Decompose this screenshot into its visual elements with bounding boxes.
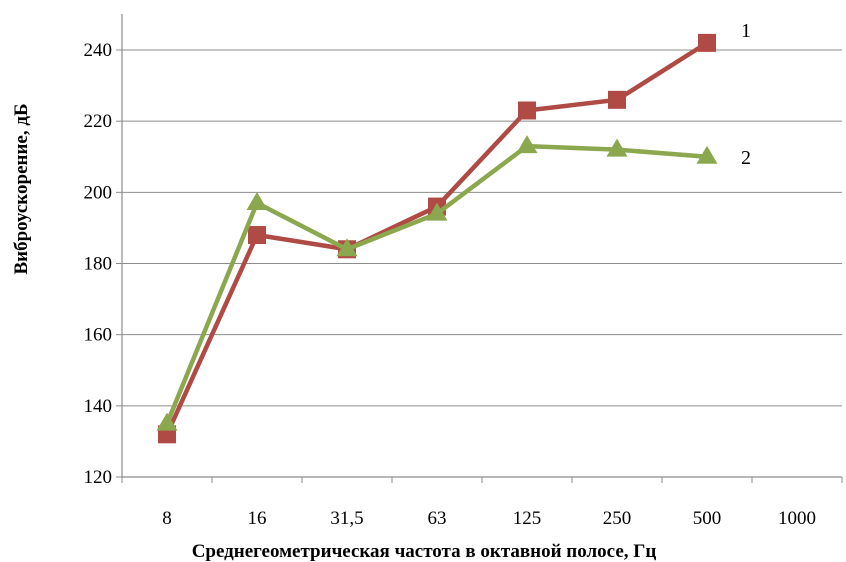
x-tick-label: 8	[162, 508, 172, 529]
series-2-point	[696, 145, 718, 164]
series-1-point	[248, 226, 266, 245]
x-tick-label: 1000	[778, 508, 816, 529]
series-line-2	[164, 143, 708, 425]
x-tick-label: 16	[248, 508, 267, 529]
series-1-point	[518, 101, 536, 120]
series-label-2: 2	[741, 147, 751, 169]
series-2-point	[606, 138, 628, 157]
series-2-point	[156, 412, 178, 431]
gridlines	[122, 49, 842, 407]
series-1-point	[698, 33, 716, 52]
y-tick-label: 200	[84, 182, 113, 203]
y-tick-label: 120	[84, 467, 113, 488]
series-labels: 12	[741, 20, 751, 169]
series-group	[156, 33, 718, 444]
y-tick-labels: 120 140 160 180 200 220 240	[84, 40, 113, 488]
x-tick-labels: 8 16 31,5 63 125 250 500 1000	[162, 508, 816, 529]
series-1-point	[608, 90, 626, 109]
series-2-point	[336, 238, 358, 257]
y-axis-title: Виброускорение, дБ	[11, 103, 32, 274]
axes	[116, 14, 843, 483]
x-tick-label: 250	[603, 508, 632, 529]
x-tick-label: 500	[693, 508, 722, 529]
y-tick-label: 160	[84, 325, 113, 346]
x-axis-title: Среднегеометрическая частота в октавной …	[192, 541, 657, 562]
x-tick-label: 31,5	[330, 508, 363, 529]
y-tick-label: 140	[84, 396, 113, 417]
y-tick-label: 180	[84, 254, 113, 275]
series-2-point	[426, 202, 448, 221]
x-tick-label: 63	[428, 508, 447, 529]
y-tick-label: 220	[84, 111, 113, 132]
x-tick-label: 125	[513, 508, 542, 529]
series-2-point	[516, 135, 538, 154]
series-2-point	[246, 192, 268, 211]
series-label-1: 1	[741, 20, 751, 42]
y-tick-label: 240	[84, 40, 113, 61]
